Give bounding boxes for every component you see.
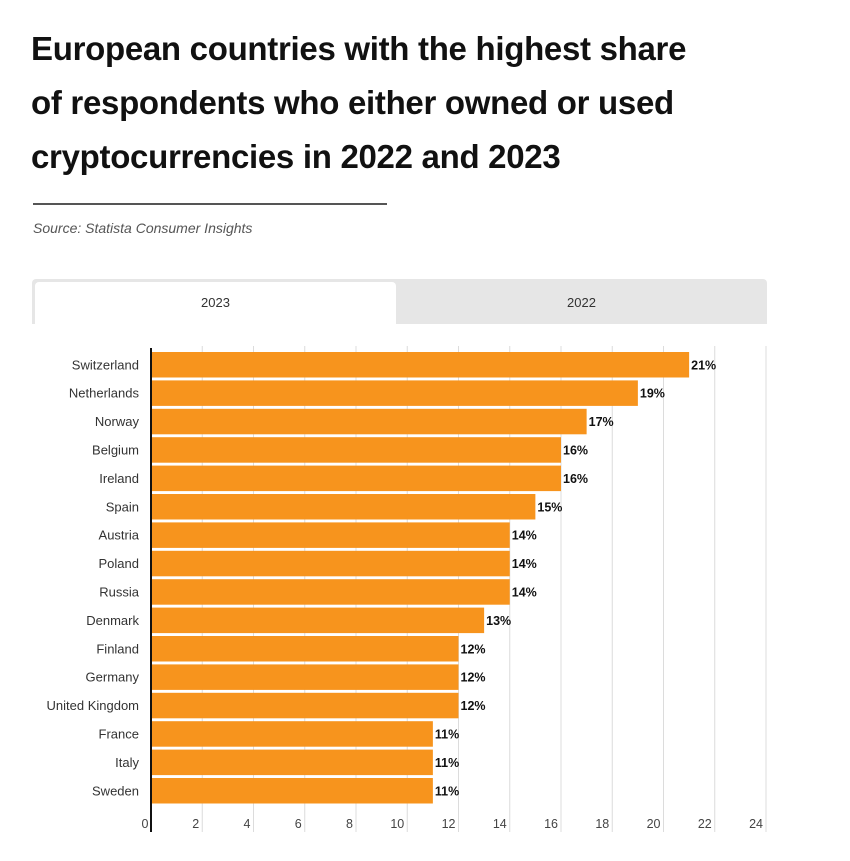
category-label: Russia <box>99 584 140 599</box>
bar <box>151 380 638 406</box>
x-tick-label: 2 <box>192 817 199 831</box>
bar <box>151 607 485 634</box>
category-label: United Kingdom <box>47 698 140 713</box>
category-label: Germany <box>86 670 140 685</box>
bar <box>151 408 587 435</box>
x-tick-label: 18 <box>595 817 609 831</box>
bar <box>151 465 561 492</box>
x-tick-label: 10 <box>390 817 404 831</box>
x-tick-label: 12 <box>442 817 456 831</box>
category-label: Ireland <box>99 471 139 486</box>
category-label: Italy <box>115 755 139 770</box>
category-label: Denmark <box>86 613 139 628</box>
category-label: Norway <box>95 414 140 429</box>
bar <box>151 522 510 548</box>
category-label: Sweden <box>92 783 139 798</box>
data-label: 17% <box>589 415 614 429</box>
bar <box>151 579 510 605</box>
data-label: 14% <box>512 529 537 543</box>
category-label: France <box>99 726 139 741</box>
x-tick-label: 6 <box>295 817 302 831</box>
bar <box>151 352 690 378</box>
bar <box>151 494 536 520</box>
data-label: 12% <box>461 642 486 656</box>
data-label: 19% <box>640 387 665 401</box>
bar <box>151 636 459 662</box>
category-label: Spain <box>106 499 139 514</box>
year-tabs: 2023 2022 <box>32 279 767 324</box>
bar <box>151 778 433 804</box>
tab-2023[interactable]: 2023 <box>35 282 396 324</box>
x-tick-label: 4 <box>244 817 251 831</box>
data-label: 12% <box>461 699 486 713</box>
tab-2022[interactable]: 2022 <box>567 295 596 310</box>
category-label: Austria <box>99 528 140 543</box>
x-tick-label: 20 <box>647 817 661 831</box>
data-label: 14% <box>512 557 537 571</box>
data-label: 11% <box>435 784 459 798</box>
bar <box>151 692 459 719</box>
title-line-1: European countries with the highest shar… <box>31 30 687 67</box>
category-label: Finland <box>96 641 139 656</box>
x-tick-label: 22 <box>698 817 712 831</box>
bar <box>151 437 561 463</box>
x-tick-label: 16 <box>544 817 558 831</box>
x-tick-label: 14 <box>493 817 507 831</box>
bar <box>151 749 433 776</box>
x-tick-label: 8 <box>346 817 353 831</box>
title-line-3: cryptocurrencies in 2022 and 2023 <box>31 138 561 175</box>
chart-title: European countries with the highest shar… <box>31 22 841 184</box>
data-label: 13% <box>486 614 511 628</box>
data-label: 16% <box>563 472 588 486</box>
data-label: 16% <box>563 443 588 457</box>
data-label: 15% <box>537 500 562 514</box>
x-tick-label: 0 <box>142 817 149 831</box>
source-note: Source: Statista Consumer Insights <box>33 220 253 236</box>
category-label: Netherlands <box>69 386 140 401</box>
data-label: 11% <box>435 727 459 741</box>
category-label: Switzerland <box>72 357 139 372</box>
data-label: 21% <box>691 358 716 372</box>
category-label: Poland <box>99 556 139 571</box>
x-tick-label: 24 <box>749 817 763 831</box>
data-label: 11% <box>435 756 459 770</box>
bar <box>151 664 459 690</box>
category-label: Belgium <box>92 442 139 457</box>
data-label: 12% <box>461 671 486 685</box>
title-divider <box>33 203 387 205</box>
title-line-2: of respondents who either owned or used <box>31 84 674 121</box>
data-label: 14% <box>512 585 537 599</box>
bar <box>151 721 433 747</box>
bar <box>151 550 510 577</box>
